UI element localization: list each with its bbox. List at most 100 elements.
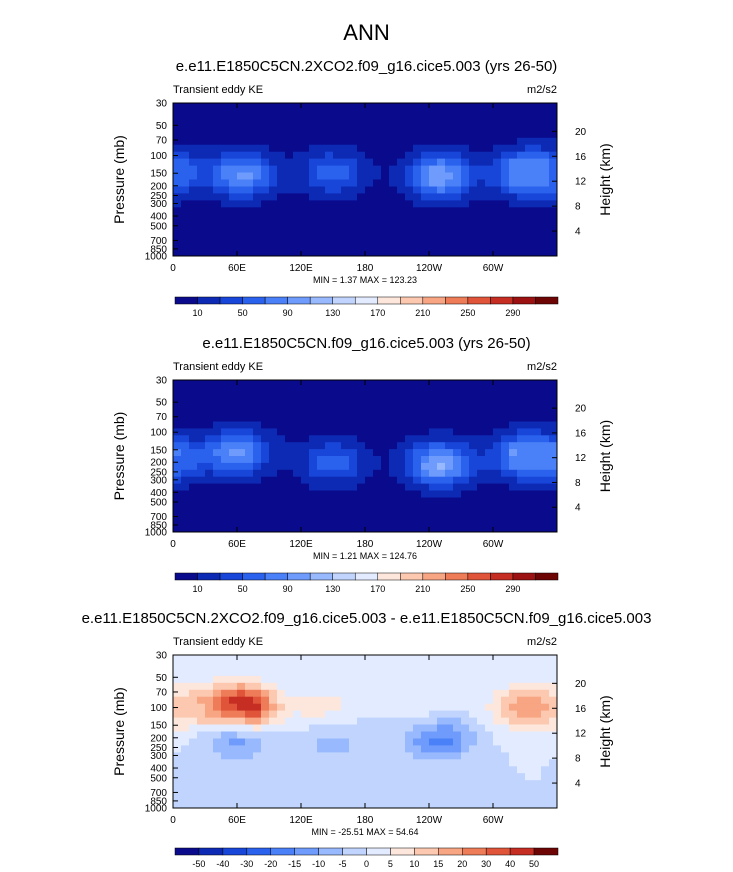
field-cell: [509, 801, 518, 808]
field-cell: [549, 794, 557, 802]
field-cell: [549, 773, 557, 781]
field-cell: [213, 518, 222, 526]
field-cell: [445, 103, 454, 111]
field-cell: [301, 414, 310, 422]
field-cell: [501, 787, 510, 795]
field-cell: [533, 200, 542, 208]
field-cell: [213, 759, 222, 767]
field-cell: [405, 123, 414, 132]
field-cell: [325, 497, 334, 505]
field-cell: [509, 469, 518, 478]
field-cell: [533, 462, 542, 471]
field-cell: [493, 662, 502, 670]
field-cell: [445, 504, 454, 512]
field-cell: [317, 110, 326, 118]
field-cell: [365, 759, 374, 767]
field-cell: [373, 766, 382, 774]
field-cell: [253, 235, 262, 243]
field-cell: [333, 745, 342, 753]
field-cell: [485, 442, 494, 450]
field-cell: [333, 130, 342, 139]
field-cell: [389, 752, 398, 760]
colorbar-label: 15: [433, 859, 443, 869]
field-cell: [237, 193, 246, 201]
field-cell: [333, 662, 342, 670]
field-cell: [197, 689, 206, 698]
field-cell: [285, 193, 294, 201]
field-cell: [381, 717, 390, 726]
field-cell: [381, 504, 390, 512]
field-cell: [549, 193, 557, 201]
x-tick-label: 120W: [416, 539, 443, 550]
field-cell: [477, 525, 486, 532]
field-cell: [541, 249, 550, 256]
field-cell: [429, 193, 438, 201]
field-cell: [309, 414, 318, 422]
field-cell: [341, 511, 350, 519]
field-cell: [549, 504, 557, 512]
field-cell: [269, 186, 278, 195]
field-cell: [301, 504, 310, 512]
field-cell: [373, 130, 382, 139]
field-cell: [445, 724, 454, 733]
field-cell: [525, 773, 534, 781]
field-cell: [405, 525, 414, 532]
field-cell: [245, 110, 254, 118]
field-cell: [501, 476, 510, 485]
field-cell: [173, 525, 182, 532]
field-cell: [301, 165, 310, 174]
field-cell: [301, 123, 310, 132]
field-cell: [397, 689, 406, 698]
field-cell: [173, 123, 182, 132]
field-cell: [285, 745, 294, 753]
field-cell: [373, 703, 382, 712]
field-cell: [261, 752, 270, 760]
colorbar-cell: [422, 572, 446, 581]
field-cell: [277, 221, 286, 229]
field-cell: [245, 717, 254, 726]
field-cell: [413, 703, 422, 712]
field-cell: [293, 668, 302, 677]
field-cell: [493, 435, 502, 443]
field-cell: [469, 738, 478, 747]
field-cell: [453, 456, 462, 464]
field-cell: [205, 655, 214, 663]
field-cell: [197, 137, 206, 146]
field-cell: [325, 780, 334, 788]
field-cell: [325, 504, 334, 512]
field-cell: [541, 462, 550, 471]
field-cell: [173, 137, 182, 146]
field-cell: [437, 525, 446, 532]
field-cell: [317, 682, 326, 691]
field-cell: [517, 668, 526, 677]
field-cell: [445, 414, 454, 422]
field-cell: [197, 518, 206, 526]
field-cell: [237, 504, 246, 512]
field-cell: [493, 675, 502, 684]
panel-3-field: [173, 655, 557, 808]
field-cell: [445, 710, 454, 719]
field-cell: [213, 780, 222, 788]
field-cell: [397, 116, 406, 125]
field-cell: [349, 116, 358, 125]
field-cell: [437, 200, 446, 208]
field-cell: [221, 421, 230, 429]
field-cell: [309, 228, 318, 236]
field-cell: [421, 110, 430, 118]
field-cell: [197, 456, 206, 464]
field-cell: [533, 228, 542, 236]
field-cell: [213, 393, 222, 402]
field-cell: [349, 442, 358, 450]
field-cell: [237, 668, 246, 677]
field-cell: [485, 428, 494, 436]
field-cell: [549, 207, 557, 215]
field-cell: [381, 235, 390, 243]
field-cell: [269, 407, 278, 416]
field-cell: [277, 214, 286, 222]
field-cell: [405, 380, 414, 388]
field-cell: [485, 724, 494, 733]
field-cell: [285, 497, 294, 505]
field-cell: [261, 221, 270, 229]
field-cell: [405, 738, 414, 747]
field-cell: [221, 407, 230, 416]
